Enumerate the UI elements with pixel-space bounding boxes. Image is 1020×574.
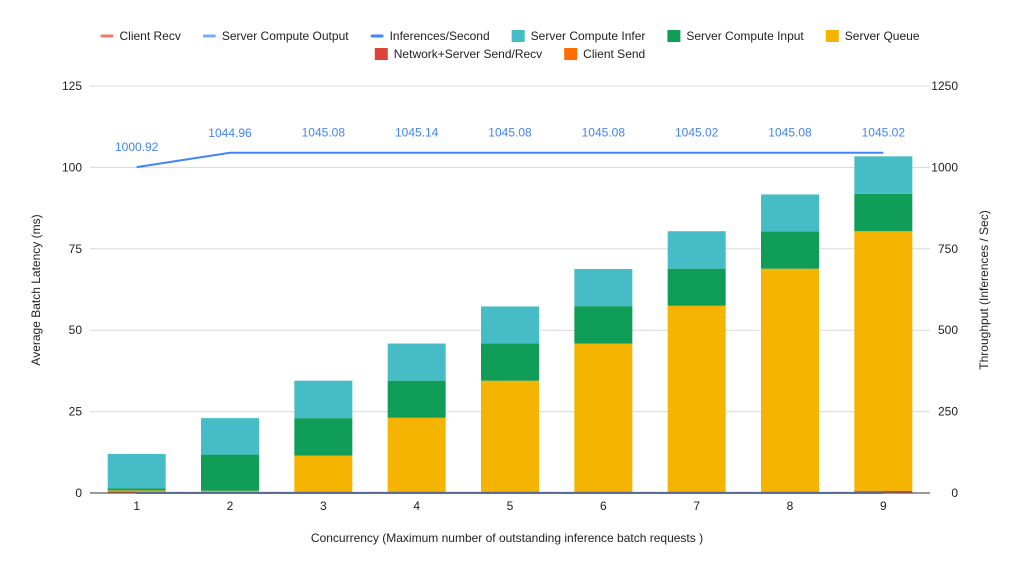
- y-tick-label: 50: [69, 323, 83, 337]
- stacked-bars: [107, 156, 913, 493]
- bar-segment-server-compute-infer: [387, 343, 446, 381]
- x-tick-label: 1: [133, 499, 140, 513]
- y-tick-label: 125: [62, 79, 82, 93]
- bar-segment-server-compute-infer: [201, 418, 259, 455]
- bar-segment-server-queue: [854, 231, 913, 491]
- bar-segment-server-compute-infer: [574, 268, 633, 307]
- x-tick-label: 8: [787, 499, 794, 513]
- bar-segment-server-compute-input: [761, 231, 819, 269]
- y-tick-label: 0: [75, 486, 82, 500]
- data-label: 1045.02: [675, 126, 719, 140]
- bar-segment-server-queue: [294, 455, 353, 492]
- legend-label: Network+Server Send/Recv: [394, 47, 542, 61]
- legend-swatch: [202, 34, 216, 38]
- y2-axis-title: Throughput (Inferences / Sec): [977, 210, 991, 369]
- legend-label: Client Send: [583, 47, 645, 61]
- bar-segment-server-compute-input: [667, 268, 726, 306]
- legend-swatch: [511, 30, 525, 42]
- bar-segment-server-compute-input: [107, 488, 166, 491]
- x-tick-label: 2: [227, 499, 234, 513]
- y-tick-label: 100: [62, 160, 82, 174]
- y-axis-left: 0 25 50 75 100 125: [62, 79, 82, 500]
- bar-segment-server-compute-input: [481, 343, 539, 381]
- x-tick-label: 9: [880, 499, 887, 513]
- y2-tick-label: 500: [938, 323, 958, 337]
- legend-swatch: [825, 30, 839, 42]
- legend-swatch: [667, 30, 681, 42]
- legend-label: Server Compute Output: [222, 29, 349, 43]
- bar-segment-server-compute-infer: [761, 194, 819, 232]
- y-tick-label: 25: [69, 405, 83, 419]
- bar-segment-server-compute-input: [574, 306, 633, 344]
- y2-tick-label: 1000: [931, 160, 958, 174]
- bar-segment-network-server-send-recv: [854, 490, 913, 493]
- series-line-inferences-second: [136, 151, 884, 169]
- legend-swatch: [370, 34, 384, 38]
- x-axis: 1 2 3 4 5 6 7 8 9: [133, 499, 887, 513]
- legend-label: Client Recv: [119, 29, 180, 43]
- bar-segment-server-compute-infer: [294, 380, 353, 419]
- legend-label: Server Compute Infer: [531, 29, 646, 43]
- legend-swatch: [100, 34, 114, 38]
- y-axis-title: Average Batch Latency (ms): [29, 214, 43, 365]
- x-tick-label: 5: [507, 499, 514, 513]
- bar-segment-server-compute-infer: [481, 306, 539, 344]
- x-tick-label: 7: [693, 499, 700, 513]
- y2-tick-label: 1250: [931, 79, 958, 93]
- bar-segment-network-server-send-recv: [107, 491, 166, 493]
- x-axis-title: Concurrency (Maximum number of outstandi…: [311, 531, 703, 545]
- x-tick-label: 3: [320, 499, 327, 513]
- bar-segment-server-queue: [761, 268, 819, 492]
- legend: Client Recv Server Compute Output Inferenc…: [100, 29, 920, 61]
- data-label: 1045.08: [582, 126, 626, 140]
- bar-segment-server-compute-input: [854, 193, 913, 232]
- bar-segment-server-compute-input: [201, 454, 259, 491]
- bar-segment-server-queue: [201, 490, 259, 492]
- bar-segment-server-compute-infer: [667, 231, 726, 269]
- data-label: 1045.14: [395, 126, 439, 140]
- y-tick-label: 75: [69, 242, 83, 256]
- x-tick-label: 4: [413, 499, 420, 513]
- data-label: 1045.08: [768, 126, 812, 140]
- legend-label: Server Queue: [845, 29, 920, 43]
- bar-segment-server-queue: [107, 490, 166, 492]
- y2-tick-label: 0: [951, 486, 958, 500]
- bar-segment-server-compute-input: [294, 418, 353, 456]
- y2-tick-label: 250: [938, 405, 958, 419]
- bar-segment-server-queue: [481, 380, 539, 492]
- data-label: 1045.02: [862, 126, 906, 140]
- y2-tick-label: 750: [938, 242, 958, 256]
- x-tick-label: 6: [600, 499, 607, 513]
- legend-label: Server Compute Input: [686, 29, 804, 43]
- legend-swatch: [374, 48, 388, 60]
- legend-label: Inferences/Second: [390, 29, 490, 43]
- bar-segment-server-queue: [387, 417, 446, 492]
- bar-segment-server-compute-input: [387, 380, 446, 418]
- bar-segment-server-queue: [667, 305, 726, 492]
- bar-segment-server-compute-infer: [107, 453, 166, 489]
- data-label: 1045.08: [488, 126, 532, 140]
- data-label: 1000.92: [115, 140, 159, 154]
- bar-segment-server-compute-infer: [854, 156, 913, 194]
- data-label: 1044.96: [208, 126, 252, 140]
- y-axis-right: 0 250 500 750 1000 1250: [931, 79, 958, 500]
- legend-swatch: [564, 48, 578, 60]
- data-label: 1045.08: [302, 126, 346, 140]
- bar-segment-server-queue: [574, 343, 633, 492]
